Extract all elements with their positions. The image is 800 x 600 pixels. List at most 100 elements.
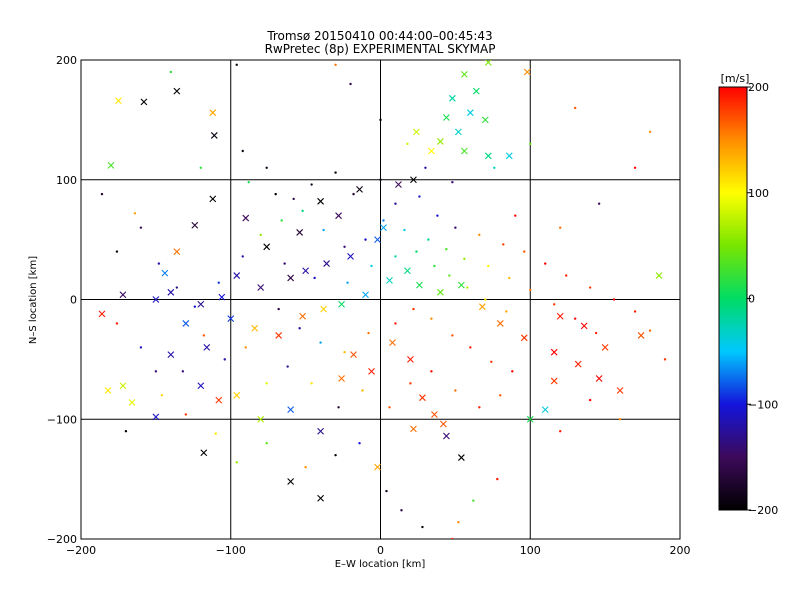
x-marker-point — [119, 291, 127, 299]
x-marker-point — [437, 138, 444, 145]
x-marker-point — [655, 272, 663, 279]
dot-marker-point — [418, 195, 421, 198]
dot-marker-point — [663, 358, 667, 361]
dot-marker-point — [286, 365, 289, 368]
dot-marker-point — [310, 183, 313, 186]
dot-marker-point — [247, 180, 250, 184]
x-marker-point — [389, 339, 396, 346]
x-marker-point — [218, 293, 226, 301]
dot-marker-point — [217, 281, 220, 284]
dot-marker-point — [445, 248, 448, 251]
chart-title: Tromsø 20150410 00:44:00–00:45:43 — [266, 29, 492, 43]
dot-marker-point — [313, 276, 316, 280]
dot-marker-point — [454, 389, 457, 392]
dot-marker-point — [454, 226, 457, 229]
x-marker-point — [233, 391, 241, 399]
dot-marker-point — [529, 142, 532, 146]
x-marker-point — [203, 344, 211, 351]
x-marker-point — [410, 176, 417, 184]
x-marker-point — [317, 197, 324, 205]
x-marker-point — [320, 305, 327, 313]
x-marker-point — [404, 267, 411, 275]
x-marker-point — [472, 87, 480, 95]
dot-marker-point — [157, 262, 161, 265]
dot-marker-point — [412, 307, 415, 311]
dot-marker-point — [181, 370, 185, 373]
dot-marker-point — [193, 305, 197, 308]
dot-marker-point — [370, 264, 373, 268]
x-marker-point — [287, 478, 295, 485]
x-marker-point — [481, 116, 489, 124]
dot-marker-point — [523, 250, 526, 253]
dot-marker-point — [463, 257, 466, 260]
dot-marker-point — [346, 281, 349, 284]
dot-marker-point — [334, 171, 337, 174]
dot-marker-point — [367, 331, 370, 335]
dot-marker-point — [364, 238, 367, 241]
dot-marker-point — [451, 180, 454, 184]
colorbar-ticks: −200 −100 0 100 200 — [747, 81, 778, 517]
x-marker-point — [466, 109, 474, 117]
dot-marker-point — [573, 317, 577, 320]
dot-marker-point — [298, 327, 301, 330]
x-marker-point — [263, 243, 271, 251]
colorbar-tick-label: −200 — [748, 504, 778, 517]
dot-marker-point — [511, 370, 514, 373]
x-marker-point — [323, 260, 330, 267]
dot-marker-point — [508, 276, 511, 280]
x-tick-label: 100 — [520, 544, 541, 557]
dot-marker-point — [235, 461, 238, 464]
x-marker-point — [173, 248, 181, 255]
y-tick-label: 0 — [70, 294, 77, 307]
x-marker-point — [595, 375, 603, 382]
dot-marker-point — [343, 245, 346, 249]
colorbar-tick-label: 200 — [748, 81, 769, 94]
dot-marker-point — [379, 118, 382, 122]
dot-marker-point — [319, 341, 322, 344]
dot-marker-point — [235, 63, 238, 66]
dot-marker-point — [553, 303, 556, 306]
dot-marker-point — [379, 178, 382, 181]
dot-marker-point — [424, 166, 427, 169]
x-marker-point — [550, 377, 558, 385]
x-marker-point — [167, 351, 175, 358]
colorbar-tick-label: 100 — [748, 187, 769, 200]
x-marker-point — [616, 387, 624, 394]
dot-marker-point — [573, 106, 577, 110]
x-marker-point — [395, 181, 402, 188]
x-marker-point — [107, 161, 115, 169]
x-marker-point — [454, 128, 462, 136]
x-marker-point — [347, 253, 354, 260]
dot-marker-point — [337, 406, 340, 409]
dot-marker-point — [487, 264, 490, 268]
x-marker-point — [296, 229, 304, 236]
chart-subtitle: RwPretec (8p) EXPERIMENTAL SKYMAP — [265, 42, 496, 56]
dot-marker-point — [490, 360, 493, 363]
x-marker-point — [191, 221, 199, 229]
dot-marker-point — [427, 238, 430, 241]
x-marker-point — [227, 315, 235, 323]
x-marker-point — [484, 60, 492, 66]
x-marker-point — [257, 284, 265, 291]
x-marker-point — [275, 332, 283, 339]
dot-marker-point — [466, 286, 469, 289]
dot-marker-point — [115, 250, 119, 253]
dot-marker-point — [133, 212, 137, 215]
dot-marker-point — [139, 346, 143, 349]
dot-marker-point — [394, 255, 397, 258]
x-marker-point — [374, 236, 381, 244]
x-marker-point — [550, 348, 558, 356]
x-marker-point — [460, 147, 468, 155]
dot-marker-point — [259, 233, 262, 237]
dot-marker-point — [421, 525, 424, 529]
dot-marker-point — [244, 346, 247, 349]
dot-marker-point — [241, 255, 244, 258]
dot-marker-point — [361, 389, 364, 392]
colorbar-tick-label: −100 — [748, 398, 778, 411]
x-marker-point — [448, 94, 456, 102]
x-marker-point — [413, 128, 420, 136]
dot-marker-point — [436, 214, 439, 217]
x-marker-point — [478, 303, 486, 311]
dot-marker-point — [564, 274, 568, 277]
